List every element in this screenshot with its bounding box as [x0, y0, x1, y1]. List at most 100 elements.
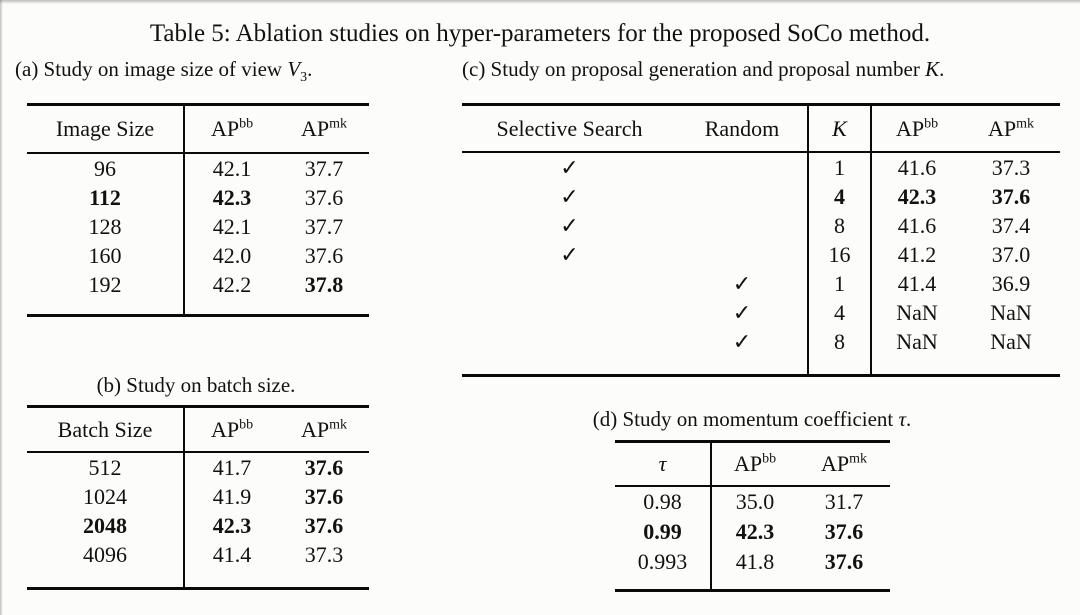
column-header: APmk [279, 406, 369, 453]
column-header: Image Size [27, 104, 185, 154]
superscript: bb [924, 116, 939, 132]
spacer-cell [871, 356, 962, 376]
table-cell [677, 240, 809, 269]
table-cell: 0.99 [615, 517, 712, 547]
table-cell: NaN [990, 328, 1032, 354]
table-cell: 1 [808, 152, 872, 182]
table-cell [462, 327, 677, 356]
table-header-row: Selective Search Random K APbb APmk [462, 104, 1060, 153]
checkmark-icon: ✓ [677, 298, 809, 327]
table-cell: 42.1 [212, 213, 252, 239]
spacer-cell [677, 356, 809, 376]
table-cell: 37.6 [304, 454, 344, 480]
table-cell: 42.1 [212, 155, 252, 181]
checkmark-icon: ✓ [560, 154, 579, 180]
spacer-cell [962, 356, 1060, 376]
spacer-cell [184, 299, 279, 316]
table-row: ✓ 16 41.2 37.0 [462, 240, 1060, 269]
table-row: ✓ 8 NaN NaN [462, 327, 1060, 356]
table-cell: 0.98 [615, 486, 712, 517]
table-cell: 37.8 [304, 271, 344, 297]
data-table: Selective Search Random K APbb APmk ✓ 1 41.6 37.… [462, 103, 1060, 377]
table-row: 160 42.0 37.6 [27, 241, 369, 270]
table-row: ✓ 1 41.6 37.3 [462, 152, 1060, 182]
table-cell: 37.6 [304, 512, 344, 538]
column-header: APmk [962, 104, 1060, 153]
table-cell: 128 [27, 212, 185, 241]
table-cell: 96 [27, 153, 185, 183]
table-title: Table 5: Ablation studies on hyper-param… [149, 20, 931, 47]
caption-b: (b) Study on batch size. [96, 373, 296, 397]
table-cell: 37.0 [991, 241, 1031, 267]
table-header-row: Batch Size APbb APmk [27, 406, 369, 453]
table-cell: 37.6 [991, 183, 1031, 209]
table-row: 0.993 41.8 37.6 [615, 547, 890, 577]
table-cell: 31.7 [824, 489, 864, 514]
superscript: mk [329, 116, 347, 132]
spacer-cell [27, 299, 185, 316]
column-header: APbb [184, 104, 279, 154]
table-row: 0.99 42.3 37.6 [615, 517, 890, 547]
caption-c-text: (c) Study on proposal generation and pro… [462, 57, 926, 81]
spacer-cell [279, 569, 369, 589]
table-cell: 8 [808, 327, 872, 356]
table-cell: NaN [896, 328, 938, 354]
table-cell: 37.6 [304, 483, 344, 509]
table-cell: 37.3 [991, 154, 1031, 180]
table-row: 4096 41.4 37.3 [27, 540, 369, 569]
table-spacer-row [462, 356, 1060, 376]
table-cell: 1024 [27, 482, 185, 511]
table-header-row: Image Size APbb APmk [27, 104, 369, 154]
table-spacer-row [27, 299, 369, 316]
table-cell: 37.3 [304, 541, 344, 567]
table-row: 2048 42.3 37.6 [27, 511, 369, 540]
caption-a: (a) Study on image size of view V3. [15, 57, 312, 86]
column-header: APmk [279, 104, 369, 154]
spacer-cell [798, 577, 890, 591]
table-cell [462, 269, 677, 298]
table-cell: 37.7 [304, 155, 344, 181]
table-row: 128 42.1 37.7 [27, 212, 369, 241]
table-cell: 41.6 [897, 212, 937, 238]
table-cell [677, 182, 809, 211]
table-batch-size-study: Batch Size APbb APmk 512 41.7 37.6 1024 41.9 37.… [27, 405, 369, 590]
table-cell: 2048 [27, 511, 185, 540]
table-cell: 4 [808, 298, 872, 327]
table-row: 192 42.2 37.8 [27, 270, 369, 299]
table-cell [677, 152, 809, 182]
table-cell: 512 [27, 452, 185, 482]
caption-a-text: (a) Study on image size of view [15, 57, 288, 81]
column-header: K [808, 104, 872, 153]
spacer-cell [184, 569, 279, 589]
table-cell: NaN [896, 299, 938, 325]
table-cell: 8 [808, 211, 872, 240]
column-header: τ [615, 441, 712, 487]
column-header: APbb [184, 406, 279, 453]
table-cell: 35.0 [735, 489, 775, 514]
data-table: Batch Size APbb APmk 512 41.7 37.6 1024 41.9 37.… [27, 405, 369, 590]
superscript: bb [762, 451, 777, 467]
table-cell: 41.9 [212, 483, 252, 509]
table-cell: 41.4 [897, 270, 937, 296]
spacer-cell [279, 299, 369, 316]
table-cell: 42.3 [897, 183, 937, 209]
spacer-cell [27, 569, 185, 589]
table-row: ✓ 1 41.4 36.9 [462, 269, 1060, 298]
checkmark-icon: ✓ [677, 269, 809, 298]
table-row: ✓ 4 NaN NaN [462, 298, 1060, 327]
table-cell: 0.993 [615, 547, 712, 577]
table-cell: 4096 [27, 540, 185, 569]
table-cell: 112 [27, 183, 185, 212]
column-header: APbb [871, 104, 962, 153]
data-table: Image Size APbb APmk 96 42.1 37.7 112 42.3 37.6 1… [27, 103, 369, 317]
table-cell: 4 [808, 182, 872, 211]
table-cell: 41.7 [212, 454, 252, 480]
caption-a-variable: V [287, 57, 301, 81]
column-header: Batch Size [27, 406, 185, 453]
table-row: 0.98 35.0 31.7 [615, 486, 890, 517]
caption-d-text: (d) Study on momentum coefficient [592, 407, 899, 431]
column-header: APbb [711, 441, 798, 487]
table-cell: 16 [808, 240, 872, 269]
table-cell [462, 298, 677, 327]
